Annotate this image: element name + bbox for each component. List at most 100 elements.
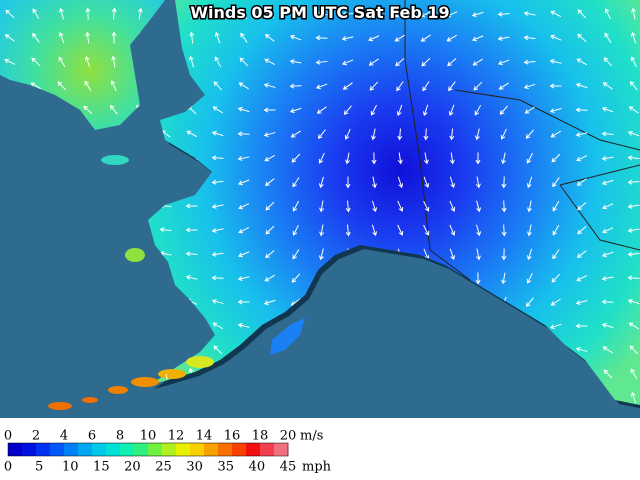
wind-arrow [342,82,353,90]
wind-arrow [319,224,325,237]
wind-arrow [368,35,380,42]
wind-arrow [263,107,276,113]
wind-arrow [549,323,562,330]
legend-swatch [22,443,37,456]
wind-arrow [345,200,351,213]
ms-tick-label: 12 [168,429,185,444]
ms-tick-label: 2 [32,429,40,444]
wind-arrow [577,33,587,42]
wind-arrow [319,248,324,261]
title-shadow: Winds 05 PM UTC Sat Feb 19 [190,3,449,22]
mph-tick-label: 25 [155,460,172,475]
wind-arrow [237,106,250,113]
ms-tick-label: 8 [116,429,124,444]
wind-arrow [111,7,117,20]
wind-arrow [213,81,223,91]
wind-arrow [627,179,640,185]
wind-arrow [601,299,614,305]
wind-arrow [449,224,456,236]
wind-arrow [292,200,299,212]
wind-arrow [315,11,328,17]
legend-swatch [246,443,261,456]
wind-arrow [371,200,378,213]
wind-arrow [318,152,325,164]
wind-arrow [549,108,562,114]
wind-arrow [601,106,614,113]
wind-arrow [367,11,380,18]
wind-arrow [628,322,639,330]
wind-arrow [290,130,301,138]
legend-swatch [50,443,65,456]
wind-arrow [345,176,351,189]
wind-arrow [601,179,614,186]
wind-arrow [575,300,588,306]
wind-arrow [83,105,93,115]
legend-swatch [92,443,107,456]
wind-arrow [185,203,198,209]
wind-arrow [397,128,403,141]
wind-arrow [523,59,536,65]
wind-arrow [31,57,41,67]
wind-arrow [240,8,248,20]
wind-arrow [318,176,324,189]
wind-arrow [32,8,40,19]
wind-arrow [552,249,560,260]
wind-arrow [475,272,481,285]
wind-arrow [501,152,506,165]
wind-arrow [627,298,640,305]
wind-arrow [371,128,376,141]
wind-arrow [526,152,534,164]
wind-arrow [552,200,560,212]
kodiak-island [270,318,305,355]
wind-arrow [627,203,640,209]
wind-arrow [630,31,637,44]
ms-tick-label: 18 [252,429,269,444]
wind-arrow [449,152,455,165]
wind-arrow [397,200,404,212]
wind-arrow [527,224,532,237]
wind-arrow [423,224,430,236]
wind-arrow [265,225,275,235]
wind-arrow [603,57,613,67]
wind-arrow [500,128,507,140]
wind-arrow [471,11,484,18]
wind-arrow [497,35,510,41]
wind-arrow [577,225,587,235]
legend-swatch [204,443,219,456]
wind-arrow [497,59,510,66]
wind-arrow [84,80,92,91]
wind-arrow [395,57,405,67]
wind-arrow [394,11,406,18]
wind-arrow [214,31,221,44]
wind-arrow [341,11,354,17]
ms-tick-label: 0 [4,429,12,444]
wind-arrow [601,322,614,329]
wind-arrow [85,7,91,20]
wind-arrow [397,152,403,165]
wind-arrow [341,36,354,41]
wind-arrow [575,323,588,329]
legend-swatch [162,443,177,456]
wind-arrow [603,369,613,379]
wind-arrow [446,34,457,42]
wind-arrow [265,201,275,211]
wind-arrow [213,345,223,355]
wind-arrow [238,251,250,258]
wind-arrow [498,82,509,90]
wind-arrow [344,128,351,140]
wind-arrow [472,35,484,42]
legend-swatch [134,443,149,456]
mph-tick-label: 20 [124,460,141,475]
wind-arrow [239,57,249,67]
wind-arrow [264,33,275,42]
wind-arrow [238,82,249,90]
mph-tick-label: 0 [4,460,12,475]
legend-swatch [232,443,247,456]
wind-arrow [630,56,637,68]
wind-arrow [449,200,456,212]
wind-arrow [397,224,404,236]
wind-arrow [575,82,588,89]
ms-tick-label: 6 [88,429,96,444]
wind-arrow [110,80,117,92]
